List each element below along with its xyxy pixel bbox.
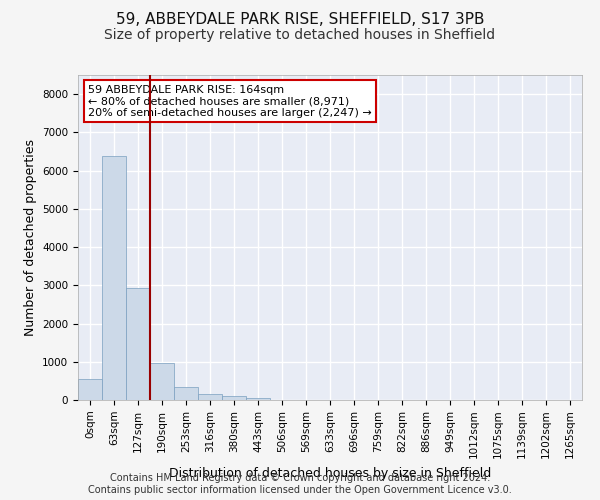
Text: Contains HM Land Registry data © Crown copyright and database right 2024.
Contai: Contains HM Land Registry data © Crown c… (88, 474, 512, 495)
Y-axis label: Number of detached properties: Number of detached properties (23, 139, 37, 336)
Text: 59 ABBEYDALE PARK RISE: 164sqm
← 80% of detached houses are smaller (8,971)
20% : 59 ABBEYDALE PARK RISE: 164sqm ← 80% of … (88, 84, 372, 118)
Bar (222, 396, 246, 400)
Bar (102, 156, 126, 400)
Bar (246, 398, 270, 400)
Bar (126, 288, 150, 400)
Bar (78, 380, 102, 400)
Bar (174, 388, 198, 400)
Text: Size of property relative to detached houses in Sheffield: Size of property relative to detached ho… (104, 28, 496, 42)
X-axis label: Distribution of detached houses by size in Sheffield: Distribution of detached houses by size … (169, 467, 491, 480)
Bar (198, 394, 222, 400)
Text: 59, ABBEYDALE PARK RISE, SHEFFIELD, S17 3PB: 59, ABBEYDALE PARK RISE, SHEFFIELD, S17 … (116, 12, 484, 28)
Bar (150, 363, 174, 400)
